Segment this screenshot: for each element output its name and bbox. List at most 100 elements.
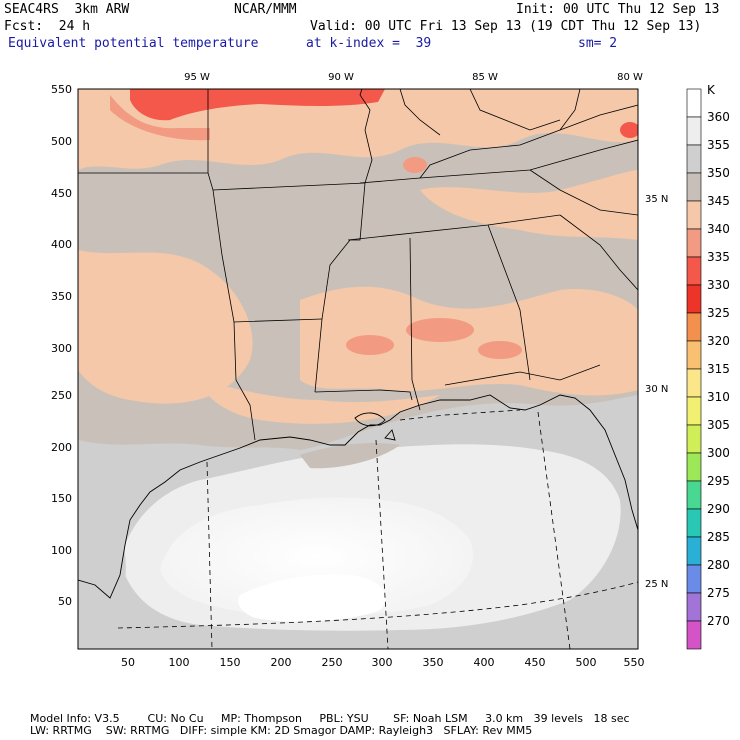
smoothing-info: sm= 2 <box>578 36 618 51</box>
x-tick-label: 450 <box>525 656 546 669</box>
plot-frame <box>77 88 639 650</box>
lon-label: 90 W <box>328 72 354 83</box>
y-tick-label: 300 <box>51 342 72 355</box>
colorbar-label: 340 <box>707 222 730 236</box>
x-tick-label: 400 <box>474 656 495 669</box>
y-tick-label: 550 <box>51 83 72 96</box>
colorbar-swatch <box>686 284 702 314</box>
colorbar-label: 305 <box>707 418 730 432</box>
colorbar-label: 290 <box>707 502 730 516</box>
y-tick-label: 250 <box>51 389 72 402</box>
theta-e-335-ga-blob <box>478 341 522 359</box>
colorbar-label: 270 <box>707 614 730 628</box>
gulf-white-360 <box>160 497 474 617</box>
colorbar-label: 360 <box>707 110 730 124</box>
colorbar-unit: K <box>707 83 716 97</box>
theta-e-335-north-edge <box>110 95 210 141</box>
gulf-white-360-south <box>238 574 386 622</box>
colorbar-label: 330 <box>707 278 730 292</box>
theta-e-335-tn-blob <box>403 157 427 173</box>
colorbar-swatch <box>686 536 702 566</box>
theta-e-340-west <box>78 250 253 404</box>
theta-e-340-north <box>78 89 638 170</box>
coastline <box>78 394 638 599</box>
lat-labels: 35 N 30 N 25 N <box>645 194 668 590</box>
x-tick-label: 550 <box>624 656 645 669</box>
lat-label: 35 N <box>645 194 668 205</box>
colorbar-swatch <box>686 508 702 538</box>
field-name: Equivalent potential temperature <box>8 36 259 51</box>
lat-label: 30 N <box>645 384 668 395</box>
theta-e-335-ms-blob <box>346 335 394 355</box>
colorbar-label: 345 <box>707 194 730 208</box>
theta-e-335-al-blob <box>406 318 474 342</box>
lon-labels: 95 W 90 W 85 W 80 W <box>184 72 643 83</box>
colorbar-label: 280 <box>707 558 730 572</box>
colorbar-swatch <box>686 564 702 594</box>
x-tick-label: 350 <box>423 656 444 669</box>
colorbar-label: 315 <box>707 362 730 376</box>
colorbar-swatch <box>686 340 702 370</box>
colorbar-swatch <box>686 452 702 482</box>
colorbar-label: 355 <box>707 138 730 152</box>
colorbar-label: 320 <box>707 334 730 348</box>
forecast-hour: Fcst: 24 h <box>4 19 91 34</box>
theta-e-340-central <box>300 286 638 396</box>
colorbar-swatch <box>686 312 702 342</box>
state-borders <box>78 89 638 441</box>
texas-coast-grey <box>78 470 126 649</box>
latlon-grid <box>117 409 638 649</box>
colorbar: K 360 355 350 345 340 335 330 325 320 315 310 305 30… <box>686 83 730 650</box>
x-tick-label: 100 <box>169 656 190 669</box>
model-info-line: Model Info: V3.5 CU: No Cu MP: Thompson … <box>30 712 630 725</box>
colorbar-label: 285 <box>707 530 730 544</box>
colorbar-label: 335 <box>707 250 730 264</box>
valid-time: Valid: 00 UTC Fri 13 Sep 13 (19 CDT Thu … <box>310 19 702 34</box>
colorbar-swatch <box>686 200 702 230</box>
colorbar-label: 350 <box>707 166 730 180</box>
y-tick-label: 200 <box>51 441 72 454</box>
colorbar-label: 295 <box>707 474 730 488</box>
y-tick-label: 50 <box>58 595 72 608</box>
level-info: at k-index = 39 <box>306 36 432 51</box>
org-label: NCAR/MMM <box>234 2 297 17</box>
theta-e-340-coastal <box>200 380 440 424</box>
y-tick-label: 400 <box>51 238 72 251</box>
colorbar-swatch <box>686 424 702 454</box>
y-tick-label: 150 <box>51 492 72 505</box>
colorbar-swatch <box>686 228 702 258</box>
x-tick-label: 250 <box>322 656 343 669</box>
colorbar-swatch <box>686 144 702 174</box>
lon-label: 80 W <box>617 72 643 83</box>
x-tick-label: 500 <box>576 656 597 669</box>
physics-info-line: LW: RRTMG SW: RRTMG DIFF: simple KM: 2D … <box>30 724 533 737</box>
lon-label: 85 W <box>472 72 498 83</box>
colorbar-swatch <box>686 620 702 650</box>
colorbar-swatch <box>686 396 702 426</box>
x-tick-label: 150 <box>220 656 241 669</box>
colorbar-swatch <box>686 172 702 202</box>
y-tick-label: 500 <box>51 135 72 148</box>
init-time: Init: 00 UTC Thu 12 Sep 13 <box>516 2 720 17</box>
x-tick-label: 200 <box>271 656 292 669</box>
colorbar-label: 325 <box>707 306 730 320</box>
theta-e-330-ne-corner <box>620 122 638 138</box>
y-tick-label: 100 <box>51 544 72 557</box>
x-tick-label: 300 <box>372 656 393 669</box>
gulf-345-patch <box>300 443 400 469</box>
model-title: SEAC4RS 3km ARW <box>4 2 130 17</box>
lon-label: 95 W <box>184 72 210 83</box>
colorbar-swatch <box>686 88 702 118</box>
colorbar-swatch <box>686 368 702 398</box>
y-tick-label: 450 <box>51 187 72 200</box>
colorbar-swatch <box>686 256 702 286</box>
lat-label: 25 N <box>645 579 668 590</box>
colorbar-swatch <box>686 592 702 622</box>
y-tick-label: 350 <box>51 290 72 303</box>
colorbar-swatch <box>686 116 702 146</box>
colorbar-label: 310 <box>707 390 730 404</box>
x-tick-group: 50 100 150 200 250 300 350 400 450 500 5… <box>121 656 645 669</box>
colorbar-label: 275 <box>707 586 730 600</box>
map-plot-area <box>78 89 638 649</box>
